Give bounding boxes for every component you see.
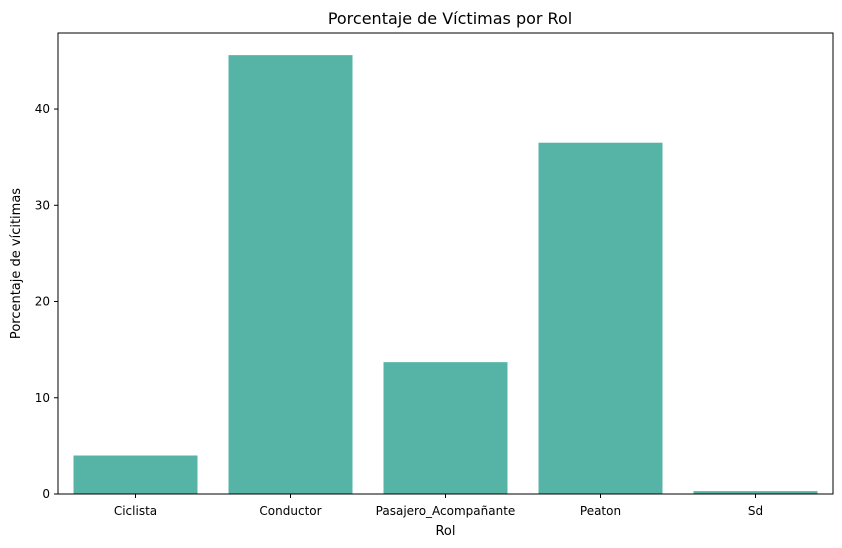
x-tick-label: Sd	[748, 504, 763, 518]
plot-frame	[57, 32, 834, 495]
y-tick-label: 10	[35, 391, 50, 405]
bar-conductor	[228, 55, 353, 494]
y-tick-label: 20	[35, 295, 50, 309]
y-tick-label: 40	[35, 102, 50, 116]
x-tick-label: Conductor	[259, 504, 321, 518]
x-axis-label: Rol	[435, 524, 455, 539]
bar-sd	[693, 491, 818, 494]
y-tick-label: 30	[35, 198, 50, 212]
x-tick-label: Peaton	[580, 504, 621, 518]
y-tick-label: 0	[42, 487, 50, 501]
x-tick-label: Pasajero_Acompañante	[376, 504, 516, 518]
y-axis-label: Porcentaje de vícitimas	[9, 188, 24, 339]
y-axis-ticks: 0 10 20 30 40	[35, 102, 58, 501]
bar-ciclista	[73, 455, 198, 494]
bars-group	[73, 55, 818, 495]
x-tick-label: Ciclista	[114, 504, 157, 518]
bar-peaton	[538, 142, 663, 495]
chart-title: Porcentaje de Víctimas por Rol	[328, 9, 572, 28]
bar-pasajero-acompanante	[383, 362, 508, 494]
x-axis-ticks: Ciclista Conductor Pasajero_Acompañante Pea…	[114, 494, 763, 518]
